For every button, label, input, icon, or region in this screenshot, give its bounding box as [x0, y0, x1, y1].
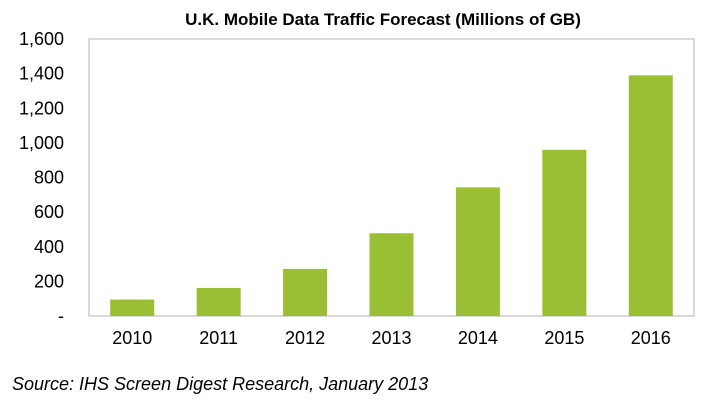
bars — [110, 75, 673, 316]
y-tick-label: 600 — [34, 202, 64, 222]
x-tick-label: 2015 — [544, 328, 584, 348]
chart-title: U.K. Mobile Data Traffic Forecast (Milli… — [185, 10, 581, 29]
y-tick-label: 1,400 — [19, 64, 64, 84]
x-tick-label: 2012 — [285, 328, 325, 348]
x-tick-label: 2016 — [631, 328, 671, 348]
x-tick-label: 2010 — [112, 328, 152, 348]
x-tick-label: 2014 — [458, 328, 498, 348]
x-axis-ticks: 2010 2011 2012 2013 2014 2015 2016 — [112, 328, 671, 348]
bar-2014 — [455, 187, 500, 316]
y-axis-ticks: - 200 400 600 800 1,000 1,200 1,400 1,600 — [19, 29, 64, 326]
y-tick-label: 1,000 — [19, 133, 64, 153]
y-tick-label: 200 — [34, 271, 64, 291]
bar-2015 — [542, 149, 587, 316]
bar-2012 — [283, 268, 328, 316]
y-tick-label: - — [58, 306, 64, 326]
x-tick-label: 2013 — [371, 328, 411, 348]
source-note: Source: IHS Screen Digest Research, Janu… — [12, 374, 428, 394]
bar-2010 — [110, 299, 155, 316]
x-tick-label: 2011 — [199, 328, 238, 348]
bar-2011 — [196, 287, 241, 316]
y-tick-label: 1,600 — [19, 29, 64, 49]
y-tick-label: 1,200 — [19, 98, 64, 118]
y-tick-label: 800 — [34, 168, 64, 188]
bar-2013 — [369, 233, 414, 316]
bar-2016 — [628, 75, 673, 316]
y-tick-label: 400 — [34, 237, 64, 257]
